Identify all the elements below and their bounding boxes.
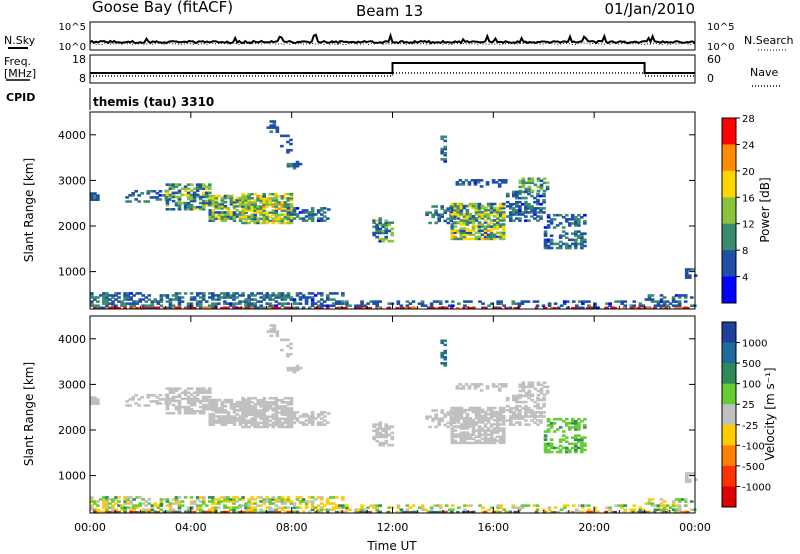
cpid-text: themis (tau) 3310 [93, 95, 214, 109]
colorbar-tick-label: 28 [742, 114, 755, 125]
colorbar-tick-label: 12 [742, 220, 755, 231]
noise-search-label: N.Search [744, 34, 794, 47]
colorbar-segment [722, 465, 736, 487]
x-tick-label: 08:00 [276, 521, 308, 534]
colorbar-segment [722, 250, 736, 278]
colorbar-segment [722, 197, 736, 225]
power-colorbar: 4 8 12 16 20 24 28 [721, 114, 755, 304]
power-echoes [90, 120, 698, 310]
colorbar-tick-label: -500 [742, 462, 765, 473]
colorbar-segment [722, 276, 736, 304]
x-tick-label: 00:00 [679, 521, 711, 534]
y-tick-label: 1000 [58, 266, 86, 279]
colorbar-tick-label: 1000 [742, 339, 767, 350]
y-tick-label: 3000 [58, 174, 86, 187]
colorbar-segment [722, 144, 736, 172]
colorbar-tick-label: 25 [742, 400, 755, 411]
velocity-ylabel: Slant Range [km] [22, 362, 36, 466]
colorbar-segment [722, 445, 736, 467]
colorbar-tick-label: 4 [742, 273, 748, 284]
colorbar-segment [722, 322, 736, 344]
x-tick-labels: 00:00 04:00 08:00 12:00 16:00 20:00 00:00 [74, 521, 711, 534]
x-tick-label: 12:00 [377, 521, 409, 534]
colorbar-segment [722, 486, 736, 508]
noise-panel: N.Sky 10^5 10^0 10^5 10^0 N.Search [4, 21, 794, 53]
freq-left-tick-top: 18 [72, 53, 86, 66]
freq-label: Freq. [4, 55, 31, 68]
velocity-panel: 1000 2000 3000 4000 Slant Range [km] 1000 50… [22, 315, 777, 514]
colorbar-tick-label: -1000 [742, 482, 771, 493]
frequency-panel: Freq. [MHz] 18 8 60 0 Nave [4, 53, 782, 87]
velocity-x-ticks [89, 316, 696, 513]
date-title: 01/Jan/2010 [605, 0, 696, 18]
noise-right-tick-top: 10^5 [707, 22, 734, 33]
colorbar-segment [722, 342, 736, 364]
x-axis-label: Time UT [366, 539, 417, 553]
colorbar-segment [722, 383, 736, 405]
x-tick-label: 20:00 [578, 521, 610, 534]
velocity-colorbar-label: Velocity [m s⁻¹] [763, 367, 777, 460]
colorbar-segment [722, 223, 736, 251]
colorbar-tick-label: 24 [742, 140, 755, 151]
velocity-echoes [90, 324, 698, 514]
freq-right-tick-bottom: 0 [707, 72, 714, 85]
colorbar-tick-label: 20 [742, 167, 755, 178]
nave-label: Nave [750, 66, 778, 79]
colorbar-segment [722, 404, 736, 426]
colorbar-tick-label: -25 [742, 421, 758, 432]
power-x-ticks [89, 112, 696, 309]
colorbar-tick-label: 100 [742, 380, 761, 391]
nave-trace [90, 72, 695, 77]
colorbar-tick-label: 16 [742, 193, 755, 204]
power-y-axis: 1000 2000 3000 4000 [58, 129, 695, 279]
x-tick-label: 00:00 [74, 521, 106, 534]
frequency-trace [90, 62, 695, 74]
y-tick-label: 2000 [58, 220, 86, 233]
noise-left-tick-top: 10^5 [59, 22, 86, 33]
noise-sky-label: N.Sky [4, 34, 36, 47]
y-tick-label: 2000 [58, 424, 86, 437]
power-ylabel: Slant Range [km] [22, 158, 36, 262]
y-tick-label: 4000 [58, 333, 86, 346]
colorbar-segment [722, 363, 736, 385]
y-tick-label: 1000 [58, 470, 86, 483]
noise-left-tick-bottom: 10^0 [59, 42, 86, 53]
noise-right-tick-bottom: 10^0 [707, 42, 734, 53]
y-tick-label: 4000 [58, 129, 86, 142]
power-colorbar-label: Power [dB] [758, 177, 772, 242]
colorbar-segment [722, 170, 736, 198]
colorbar-tick-label: 8 [742, 246, 748, 257]
station-title: Goose Bay (fitACF) [92, 0, 233, 16]
colorbar-tick-label: 500 [742, 359, 761, 370]
colorbar-segment [722, 424, 736, 446]
freq-right-tick-top: 60 [707, 53, 721, 66]
velocity-colorbar: 1000 500 100 25 -25 -100 -500 -1000 [721, 321, 771, 508]
freq-unit-label: [MHz] [4, 67, 36, 80]
x-tick-label: 16:00 [477, 521, 509, 534]
velocity-y-axis: 1000 2000 3000 4000 [58, 333, 695, 483]
cpid-panel: CPID themis (tau) 3310 [6, 88, 214, 110]
colorbar-segment [722, 118, 736, 145]
x-tick-label: 04:00 [175, 521, 207, 534]
cpid-label: CPID [6, 91, 35, 104]
colorbar-tick-label: -100 [742, 441, 765, 452]
beam-title: Beam 13 [356, 2, 423, 20]
noise-sky-trace [89, 32, 696, 45]
freq-left-tick-bottom: 8 [79, 72, 86, 85]
y-tick-label: 3000 [58, 378, 86, 391]
power-panel: 1000 2000 3000 4000 Slant Range [km] 4 8 12 16… [22, 111, 772, 310]
